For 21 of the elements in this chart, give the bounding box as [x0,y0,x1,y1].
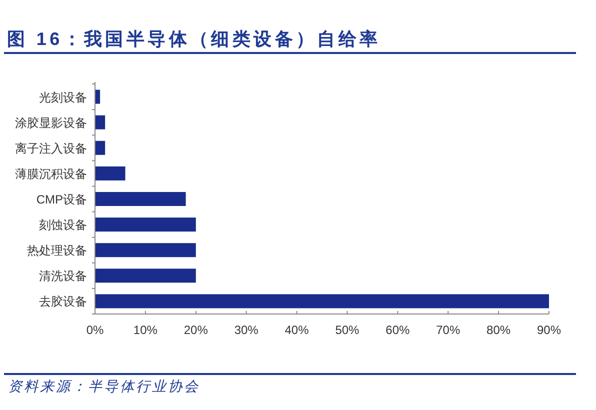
category-label: 热处理设备 [27,244,87,258]
tick-label: 50% [335,323,360,337]
tick-label: 20% [184,323,208,337]
tick-label: 10% [133,323,158,337]
title: 图 16：我国半导体（细类设备）自给率 [7,29,381,49]
tick-label: 40% [284,323,309,337]
tick-label: 60% [386,323,410,337]
category-label: 离子注入设备 [15,141,87,156]
tick-label: 70% [436,323,460,337]
category-label: 涂胶显影设备 [15,116,87,130]
category-label: 光刻设备 [39,90,87,104]
category-label: 薄膜沉积设备 [15,166,87,181]
annotation: 资料来源：半导体行业协会 [8,378,200,394]
category-label: 去胶设备 [39,294,87,309]
tick-label: 80% [486,323,511,337]
category-label: 清洗设备 [39,269,87,284]
tick-label: 30% [234,323,258,337]
category-label: CMP设备 [36,192,87,206]
category-label: 刻蚀设备 [39,218,87,232]
tick-label: 0% [86,323,104,337]
tick-label: 90% [536,323,562,337]
